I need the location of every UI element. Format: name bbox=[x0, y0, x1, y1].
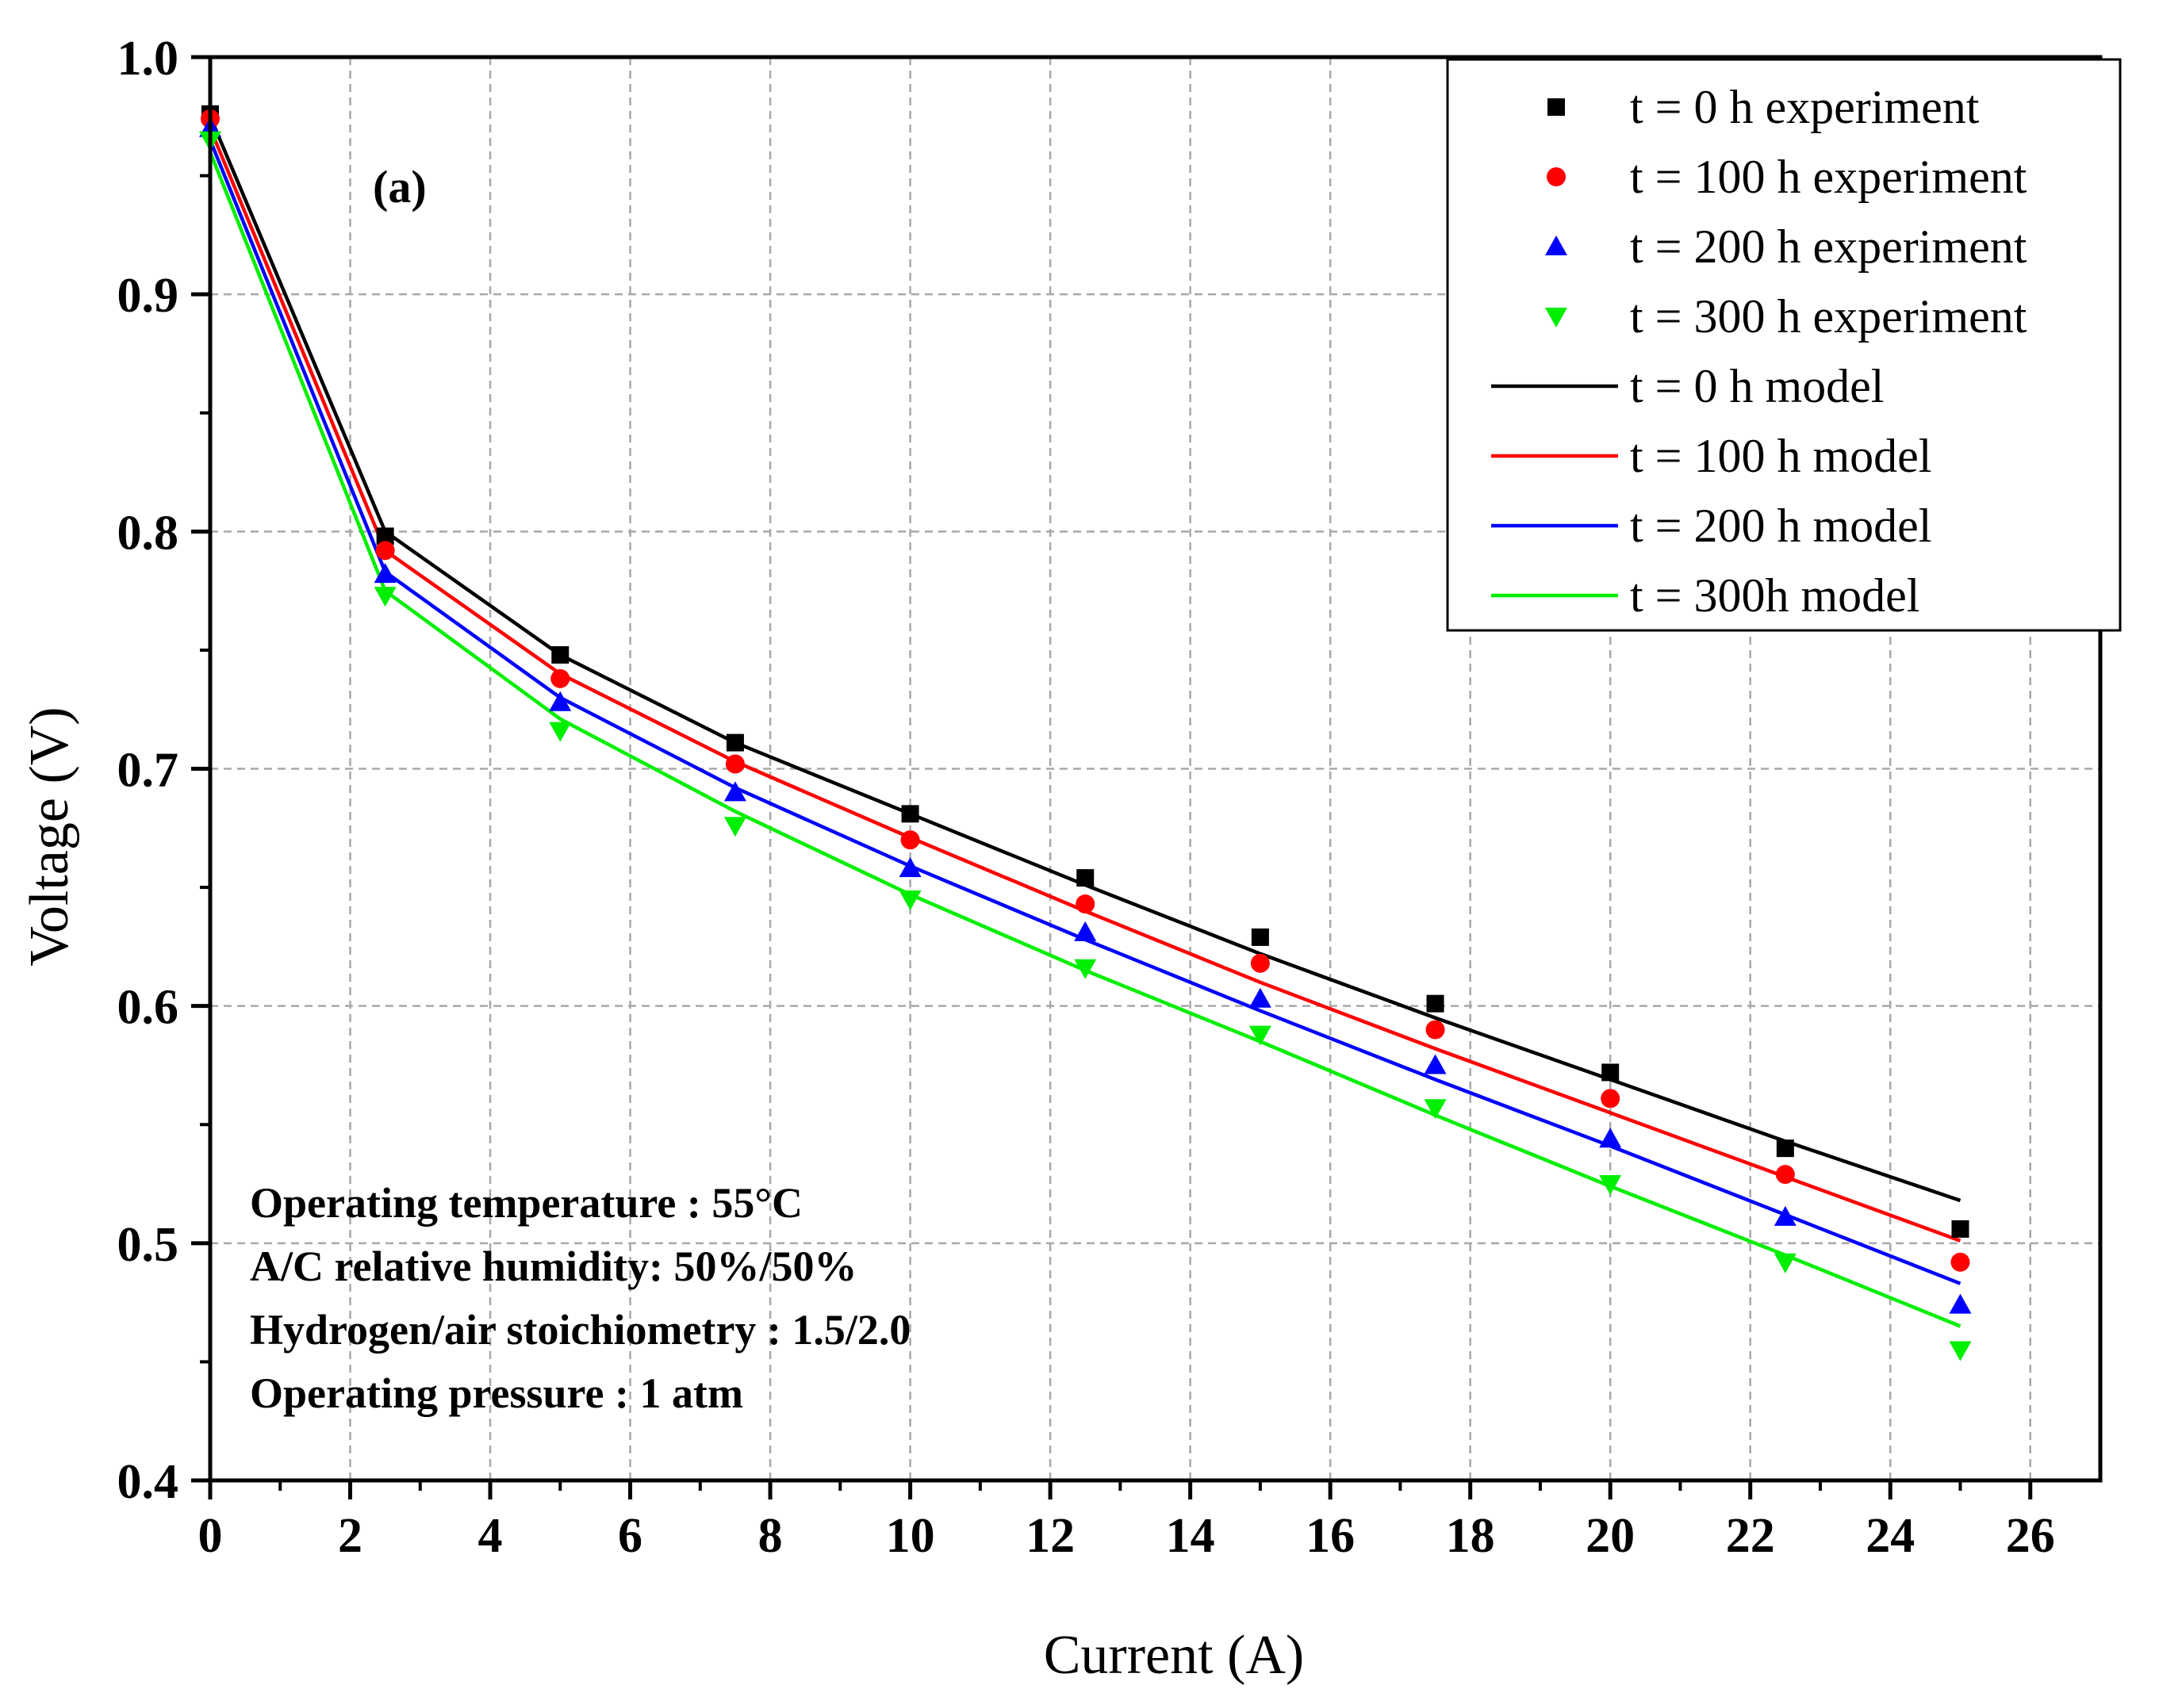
y-tick-label: 1.0 bbox=[117, 32, 179, 86]
x-tick-label: 10 bbox=[886, 1509, 935, 1563]
series-points-group bbox=[201, 105, 1969, 1238]
y-tick-label: 0.4 bbox=[117, 1455, 179, 1509]
data-point bbox=[1074, 959, 1097, 979]
legend-item: t = 0 h model bbox=[1491, 360, 1884, 412]
data-point bbox=[376, 527, 394, 546]
y-tick-label: 0.6 bbox=[117, 981, 179, 1035]
legend-item: t = 200 h experiment bbox=[1545, 220, 2027, 273]
x-tick-label: 24 bbox=[1866, 1509, 1915, 1563]
y-tick-label: 0.8 bbox=[117, 506, 179, 560]
data-point bbox=[1776, 1139, 1794, 1158]
annotation-pressure: Operating pressure : 1 atm bbox=[250, 1369, 743, 1417]
data-point bbox=[1949, 1293, 1972, 1314]
data-point bbox=[900, 830, 920, 850]
legend-item: t = 100 h model bbox=[1491, 430, 1931, 482]
data-point bbox=[1425, 1020, 1445, 1040]
x-tick-label: 6 bbox=[618, 1509, 642, 1563]
data-point bbox=[1774, 1253, 1797, 1273]
legend-label: t = 200 h experiment bbox=[1630, 220, 2027, 273]
data-point bbox=[723, 781, 746, 802]
data-point bbox=[899, 890, 922, 911]
x-tick-label: 12 bbox=[1026, 1509, 1075, 1563]
data-point bbox=[1424, 1054, 1447, 1074]
panel-label: (a) bbox=[373, 161, 427, 213]
grid bbox=[210, 57, 2100, 1480]
data-point bbox=[1248, 1025, 1271, 1046]
data-point bbox=[1949, 1341, 1972, 1361]
y-tick-label: 0.7 bbox=[117, 744, 179, 798]
x-tick-label: 4 bbox=[478, 1509, 503, 1563]
data-point bbox=[1076, 869, 1095, 887]
annotation-temperature: Operating temperature : 55°C bbox=[250, 1179, 803, 1227]
legend-item: t = 300 h experiment bbox=[1545, 290, 2027, 343]
legend-item: t = 300h model bbox=[1491, 569, 1919, 622]
x-tick-label: 0 bbox=[198, 1509, 223, 1563]
data-point bbox=[374, 563, 397, 584]
axis-ticks: 0 2 4 6 8 10 12 14 16 18 20 22 24 260.40.50.60.70.80.… bbox=[117, 32, 2055, 1563]
data-point bbox=[1774, 1205, 1797, 1226]
data-point bbox=[1599, 1175, 1622, 1196]
legend-label: t = 0 h model bbox=[1630, 360, 1884, 412]
x-tick-label: 16 bbox=[1306, 1509, 1355, 1563]
data-point bbox=[374, 587, 397, 607]
data-point bbox=[1950, 1252, 1970, 1272]
data-point bbox=[551, 645, 569, 664]
data-point bbox=[375, 541, 395, 561]
x-tick-label: 2 bbox=[338, 1509, 362, 1563]
legend-item: t = 200 h model bbox=[1491, 500, 1931, 552]
annotation-humidity: A/C relative humidity: 50%/50% bbox=[250, 1243, 857, 1290]
data-point bbox=[1599, 1128, 1622, 1148]
x-tick-label: 14 bbox=[1166, 1509, 1215, 1563]
data-point bbox=[1547, 98, 1565, 116]
legend-item: t = 100 h experiment bbox=[1547, 151, 2027, 203]
data-point bbox=[1775, 1165, 1795, 1185]
data-point bbox=[726, 733, 744, 752]
legend-label: t = 100 h experiment bbox=[1630, 151, 2027, 203]
data-point bbox=[549, 691, 572, 711]
data-point bbox=[723, 817, 746, 837]
y-axis-label: Voltage (V) bbox=[19, 707, 80, 966]
data-point bbox=[1250, 953, 1270, 973]
x-tick-label: 22 bbox=[1726, 1509, 1775, 1563]
data-point bbox=[1248, 987, 1271, 1008]
data-point bbox=[899, 857, 922, 878]
x-tick-label: 18 bbox=[1446, 1509, 1495, 1563]
plot-series bbox=[199, 105, 1972, 1361]
operating-conditions: Operating temperature : 55°C A/C relativ… bbox=[250, 1179, 911, 1417]
data-point bbox=[901, 805, 919, 823]
legend-label: t = 200 h model bbox=[1630, 500, 1931, 552]
data-point bbox=[1424, 1099, 1447, 1120]
x-tick-label: 8 bbox=[758, 1509, 783, 1563]
y-tick-label: 0.9 bbox=[117, 269, 179, 323]
data-point bbox=[1076, 894, 1095, 914]
data-point bbox=[1601, 1089, 1620, 1109]
legend-label: t = 300 h experiment bbox=[1630, 290, 2027, 343]
legend-item: t = 0 h experiment bbox=[1547, 81, 1980, 133]
data-point bbox=[1601, 1063, 1620, 1082]
legend-label: t = 0 h experiment bbox=[1630, 81, 1980, 133]
x-tick-label: 20 bbox=[1586, 1509, 1635, 1563]
data-point bbox=[1074, 921, 1097, 941]
data-point bbox=[1545, 308, 1567, 327]
data-point bbox=[1545, 236, 1567, 255]
annotation-stoichiometry: Hydrogen/air stoichiometry : 1.5/2.0 bbox=[250, 1306, 911, 1354]
legend-label: t = 100 h model bbox=[1630, 430, 1931, 482]
data-point bbox=[549, 722, 572, 742]
legend-box bbox=[1446, 58, 2122, 632]
legend-label: t = 300h model bbox=[1630, 569, 1919, 622]
data-point bbox=[1251, 928, 1269, 946]
x-axis-label: Current (A) bbox=[1044, 1625, 1305, 1686]
y-tick-label: 0.5 bbox=[117, 1218, 179, 1272]
data-point bbox=[1426, 994, 1444, 1013]
x-tick-label: 26 bbox=[2006, 1509, 2055, 1563]
data-point bbox=[550, 668, 570, 688]
series-points-group bbox=[199, 131, 1972, 1361]
data-point bbox=[1547, 167, 1566, 186]
data-point bbox=[1951, 1220, 1969, 1238]
data-point bbox=[725, 754, 745, 774]
legend: t = 0 h experiment t = 100 h experiment t … bbox=[1446, 58, 2122, 632]
